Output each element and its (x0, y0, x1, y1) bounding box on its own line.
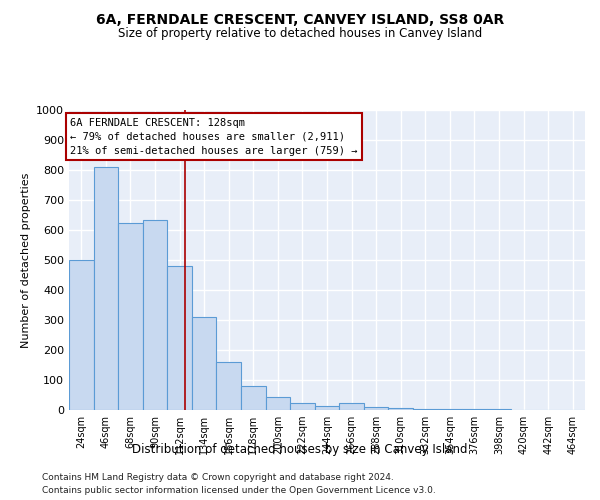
Bar (192, 317, 217, 410)
Bar (167, 266, 192, 410)
Text: 6A, FERNDALE CRESCENT, CANVEY ISLAND, SS8 0AR: 6A, FERNDALE CRESCENT, CANVEY ISLAND, SS… (96, 12, 504, 26)
Text: Distribution of detached houses by size in Canvey Island: Distribution of detached houses by size … (132, 442, 468, 456)
Bar (339, 404, 364, 410)
Y-axis label: Number of detached properties: Number of detached properties (20, 172, 31, 348)
Bar (413, 408, 437, 410)
Text: 6A FERNDALE CRESCENT: 128sqm
← 79% of detached houses are smaller (2,911)
21% of: 6A FERNDALE CRESCENT: 128sqm ← 79% of de… (70, 118, 358, 156)
Bar (266, 398, 290, 410)
Text: Contains HM Land Registry data © Crown copyright and database right 2024.: Contains HM Land Registry data © Crown c… (42, 472, 394, 482)
Bar (241, 386, 266, 410)
Bar (388, 408, 413, 410)
Bar (94, 167, 118, 410)
Text: Contains public sector information licensed under the Open Government Licence v3: Contains public sector information licen… (42, 486, 436, 495)
Bar (118, 222, 143, 410)
Bar (315, 406, 339, 410)
Bar (364, 407, 388, 410)
Text: Size of property relative to detached houses in Canvey Island: Size of property relative to detached ho… (118, 28, 482, 40)
Bar (290, 404, 315, 410)
Bar (437, 409, 462, 410)
Bar (217, 362, 241, 410)
Bar (143, 220, 167, 410)
Bar (462, 409, 487, 410)
Bar (69, 260, 94, 410)
